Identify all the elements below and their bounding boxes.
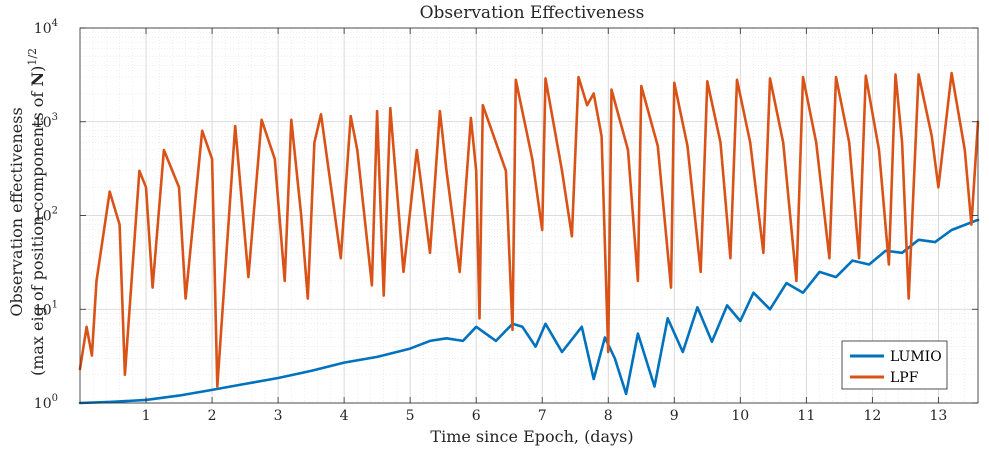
axes <box>79 27 979 404</box>
x-tick-label: 1 <box>142 408 151 424</box>
series-line-lpf <box>78 71 980 388</box>
x-tick-label: 11 <box>797 408 815 424</box>
y-tick-label: 104 <box>34 18 58 37</box>
x-tick-label: 5 <box>406 408 415 424</box>
legend-box <box>841 340 948 390</box>
y-axis-label-exponent: 1/2 <box>26 48 39 66</box>
y-tick-label-exponent: 3 <box>52 112 58 123</box>
y-axis-label-line2: (max eig of position components of N)1/2 <box>26 48 47 376</box>
legend-label-lumio: LUMIO <box>890 349 942 365</box>
x-tick-label: 6 <box>472 408 481 424</box>
y-axis-label-prefix: (max eig of position components of <box>28 87 47 376</box>
y-tick-label: 102 <box>34 206 58 225</box>
x-tick-label: 9 <box>670 408 679 424</box>
series-layer <box>78 71 980 405</box>
y-tick-label: 101 <box>34 299 58 318</box>
y-axis-label-symbol: N <box>28 72 47 87</box>
legend: LUMIO LPF <box>841 340 948 390</box>
y-tick-label-base: 10 <box>34 302 52 318</box>
x-tick-label: 10 <box>731 408 749 424</box>
y-axis-label: Observation effectiveness (max eig of po… <box>7 48 47 376</box>
y-axis-label-suffix: ) <box>28 66 47 72</box>
y-tick-label: 103 <box>34 112 58 131</box>
x-tick-labels: 1 2 3 4 5 6 7 8 9 10 11 12 13 <box>142 408 948 424</box>
y-tick-label-base: 10 <box>34 209 52 225</box>
y-tick-label-exponent: 0 <box>52 393 58 404</box>
x-tick-label: 12 <box>863 408 881 424</box>
y-tick-label-exponent: 4 <box>52 18 58 29</box>
y-axis-label-line1: Observation effectiveness <box>7 107 26 316</box>
x-tick-label: 7 <box>538 408 547 424</box>
x-tick-label: 13 <box>929 408 947 424</box>
y-tick-label: 100 <box>34 393 58 412</box>
x-tick-label: 3 <box>274 408 283 424</box>
legend-label-lpf: LPF <box>890 370 919 386</box>
y-tick-label-exponent: 2 <box>52 206 58 217</box>
y-tick-label-base: 10 <box>34 396 52 412</box>
series-line-lumio <box>78 218 980 405</box>
y-tick-label-base: 10 <box>34 21 52 37</box>
chart-title: Observation Effectiveness <box>420 3 645 23</box>
x-tick-label: 4 <box>340 408 349 424</box>
x-tick-label: 2 <box>208 408 217 424</box>
x-axis-label: Time since Epoch, (days) <box>430 427 633 446</box>
y-tick-label-base: 10 <box>34 115 52 131</box>
x-tick-label: 8 <box>604 408 613 424</box>
y-tick-label-exponent: 1 <box>52 299 58 310</box>
